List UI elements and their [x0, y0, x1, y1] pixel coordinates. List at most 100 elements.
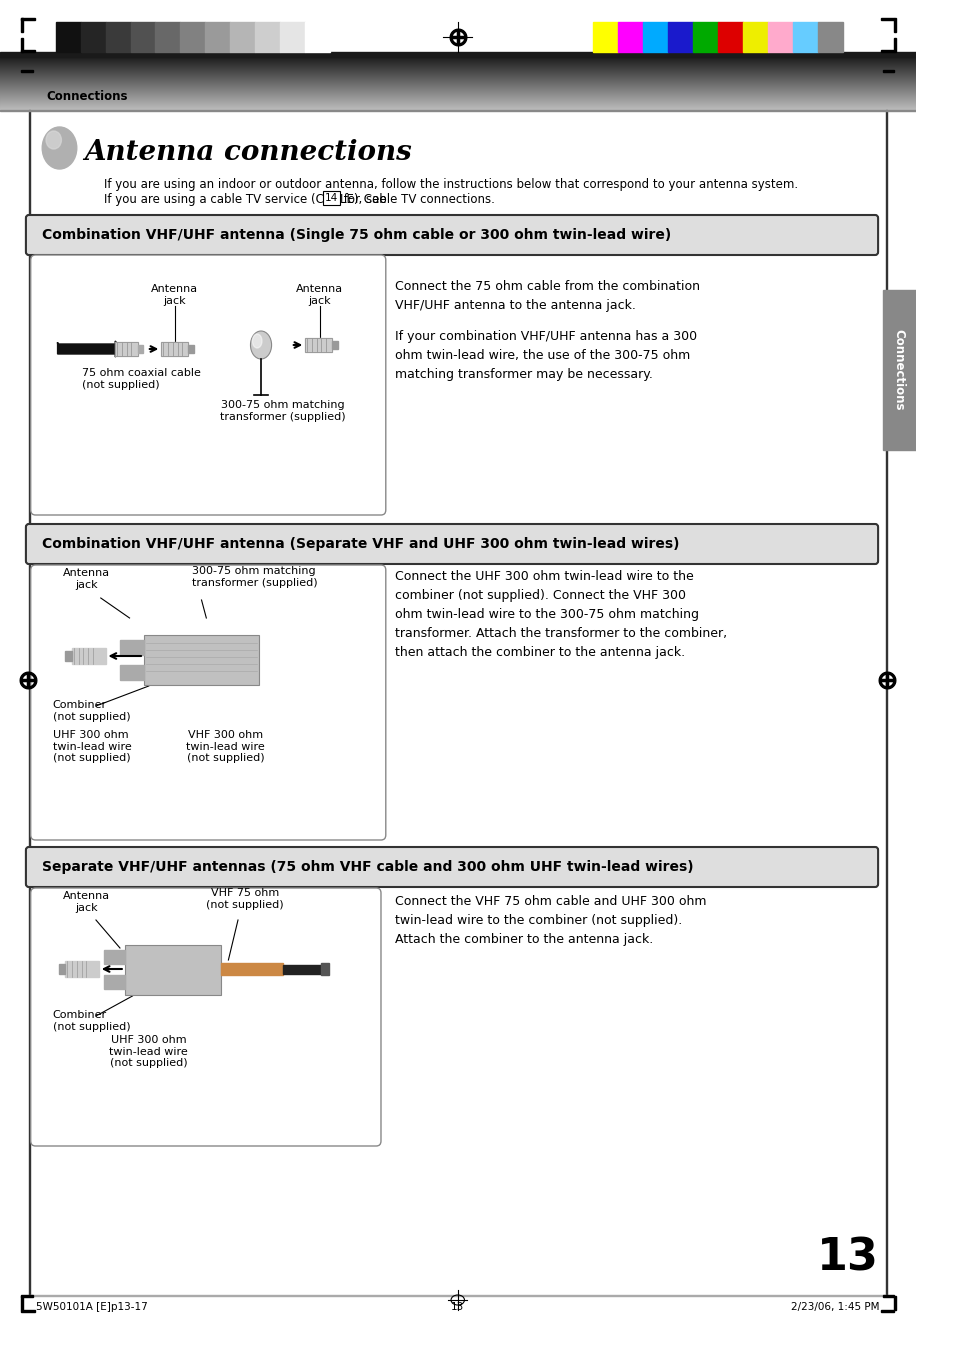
- Bar: [882, 290, 915, 450]
- Text: If you are using a cable TV service (CABLE), see: If you are using a cable TV service (CAB…: [104, 193, 390, 205]
- Bar: [131, 22, 155, 51]
- Bar: [188, 345, 193, 353]
- Bar: [817, 22, 841, 51]
- Text: Combiner
(not supplied): Combiner (not supplied): [52, 1011, 131, 1032]
- Text: for Cable TV connections.: for Cable TV connections.: [339, 193, 495, 205]
- Bar: [667, 22, 692, 51]
- Text: 300-75 ohm matching
transformer (supplied): 300-75 ohm matching transformer (supplie…: [220, 400, 346, 422]
- Bar: [106, 22, 131, 51]
- FancyBboxPatch shape: [30, 255, 385, 515]
- Text: Antenna
jack: Antenna jack: [63, 569, 110, 590]
- Text: Antenna connections: Antenna connections: [85, 139, 412, 166]
- Bar: [717, 22, 742, 51]
- Bar: [21, 1310, 34, 1312]
- Text: Connections: Connections: [892, 330, 904, 411]
- Text: VHF 75 ohm
(not supplied): VHF 75 ohm (not supplied): [206, 889, 283, 911]
- Bar: [21, 1296, 32, 1297]
- FancyBboxPatch shape: [30, 888, 380, 1146]
- Text: Separate VHF/UHF antennas (75 ohm VHF cable and 300 ohm UHF twin-lead wires): Separate VHF/UHF antennas (75 ohm VHF ca…: [42, 861, 693, 874]
- Bar: [882, 1296, 894, 1297]
- Bar: [55, 22, 80, 51]
- Text: Connect the 75 ohm cable from the combination
VHF/UHF antenna to the antenna jac: Connect the 75 ohm cable from the combin…: [395, 280, 700, 312]
- Bar: [220, 963, 283, 975]
- Bar: [71, 648, 106, 663]
- Text: Connections: Connections: [46, 91, 128, 104]
- Text: 13: 13: [817, 1236, 878, 1279]
- Bar: [115, 342, 138, 357]
- Bar: [280, 22, 305, 51]
- Text: If your combination VHF/UHF antenna has a 300
ohm twin-lead wire, the use of the: If your combination VHF/UHF antenna has …: [395, 330, 697, 381]
- Bar: [21, 1296, 23, 1310]
- Bar: [21, 18, 34, 20]
- Text: 14: 14: [324, 193, 337, 203]
- Bar: [21, 18, 23, 32]
- Text: 2/23/06, 1:45 PM: 2/23/06, 1:45 PM: [790, 1302, 878, 1312]
- Ellipse shape: [46, 131, 61, 149]
- Bar: [161, 342, 188, 357]
- Bar: [593, 22, 618, 51]
- Bar: [767, 22, 792, 51]
- Bar: [29, 109, 30, 1296]
- Text: Combination VHF/UHF antenna (Separate VHF and UHF 300 ohm twin-lead wires): Combination VHF/UHF antenna (Separate VH…: [42, 536, 679, 551]
- Bar: [283, 965, 321, 974]
- Bar: [642, 22, 667, 51]
- Bar: [138, 345, 143, 353]
- FancyBboxPatch shape: [26, 847, 877, 888]
- Text: Antenna
jack: Antenna jack: [295, 285, 343, 305]
- Bar: [65, 651, 71, 661]
- Bar: [120, 665, 144, 680]
- Bar: [692, 22, 717, 51]
- Bar: [21, 38, 23, 51]
- Bar: [882, 70, 894, 72]
- Bar: [894, 18, 896, 32]
- Bar: [65, 961, 99, 977]
- FancyBboxPatch shape: [30, 565, 385, 840]
- Bar: [255, 22, 280, 51]
- Bar: [0, 0, 915, 22]
- Text: Combination VHF/UHF antenna (Single 75 ohm cable or 300 ohm twin-lead wire): Combination VHF/UHF antenna (Single 75 o…: [42, 228, 671, 242]
- Polygon shape: [57, 340, 123, 357]
- Text: 300-75 ohm matching
transformer (supplied): 300-75 ohm matching transformer (supplie…: [192, 566, 317, 588]
- Text: Antenna
jack: Antenna jack: [63, 892, 110, 913]
- Bar: [205, 22, 230, 51]
- Bar: [884, 109, 885, 1296]
- Bar: [880, 18, 894, 20]
- Bar: [21, 50, 34, 51]
- Ellipse shape: [42, 127, 76, 169]
- Bar: [305, 338, 332, 353]
- Text: 13: 13: [451, 1302, 464, 1312]
- Bar: [161, 342, 188, 357]
- Bar: [618, 22, 642, 51]
- Bar: [880, 50, 894, 51]
- Text: Connect the VHF 75 ohm cable and UHF 300 ohm
twin-lead wire to the combiner (not: Connect the VHF 75 ohm cable and UHF 300…: [395, 894, 706, 946]
- Bar: [155, 22, 180, 51]
- Bar: [180, 22, 205, 51]
- Bar: [332, 340, 337, 349]
- Text: Combiner
(not supplied): Combiner (not supplied): [52, 700, 131, 721]
- Text: VHF 300 ohm
twin-lead wire
(not supplied): VHF 300 ohm twin-lead wire (not supplied…: [186, 730, 265, 763]
- Bar: [230, 22, 255, 51]
- Bar: [880, 1310, 894, 1312]
- Text: UHF 300 ohm
twin-lead wire
(not supplied): UHF 300 ohm twin-lead wire (not supplied…: [110, 1035, 188, 1069]
- Bar: [894, 38, 896, 51]
- Bar: [894, 1296, 896, 1310]
- FancyBboxPatch shape: [26, 524, 877, 563]
- Text: Connect the UHF 300 ohm twin-lead wire to the
combiner (not supplied). Connect t: Connect the UHF 300 ohm twin-lead wire t…: [395, 570, 727, 659]
- Text: 75 ohm coaxial cable
(not supplied): 75 ohm coaxial cable (not supplied): [82, 367, 200, 389]
- Bar: [742, 22, 767, 51]
- Text: UHF 300 ohm
twin-lead wire
(not supplied): UHF 300 ohm twin-lead wire (not supplied…: [52, 730, 132, 763]
- Bar: [125, 944, 220, 994]
- Text: Antenna
jack: Antenna jack: [151, 285, 198, 305]
- Text: If you are using an indoor or outdoor antenna, follow the instructions below tha: If you are using an indoor or outdoor an…: [104, 178, 797, 190]
- Bar: [144, 635, 259, 685]
- Bar: [104, 975, 125, 989]
- Bar: [0, 51, 915, 57]
- Bar: [59, 965, 65, 974]
- Bar: [305, 22, 330, 51]
- Bar: [305, 338, 332, 353]
- Ellipse shape: [253, 334, 262, 349]
- Ellipse shape: [251, 331, 272, 359]
- Bar: [120, 640, 144, 655]
- Bar: [21, 70, 32, 72]
- Bar: [80, 22, 106, 51]
